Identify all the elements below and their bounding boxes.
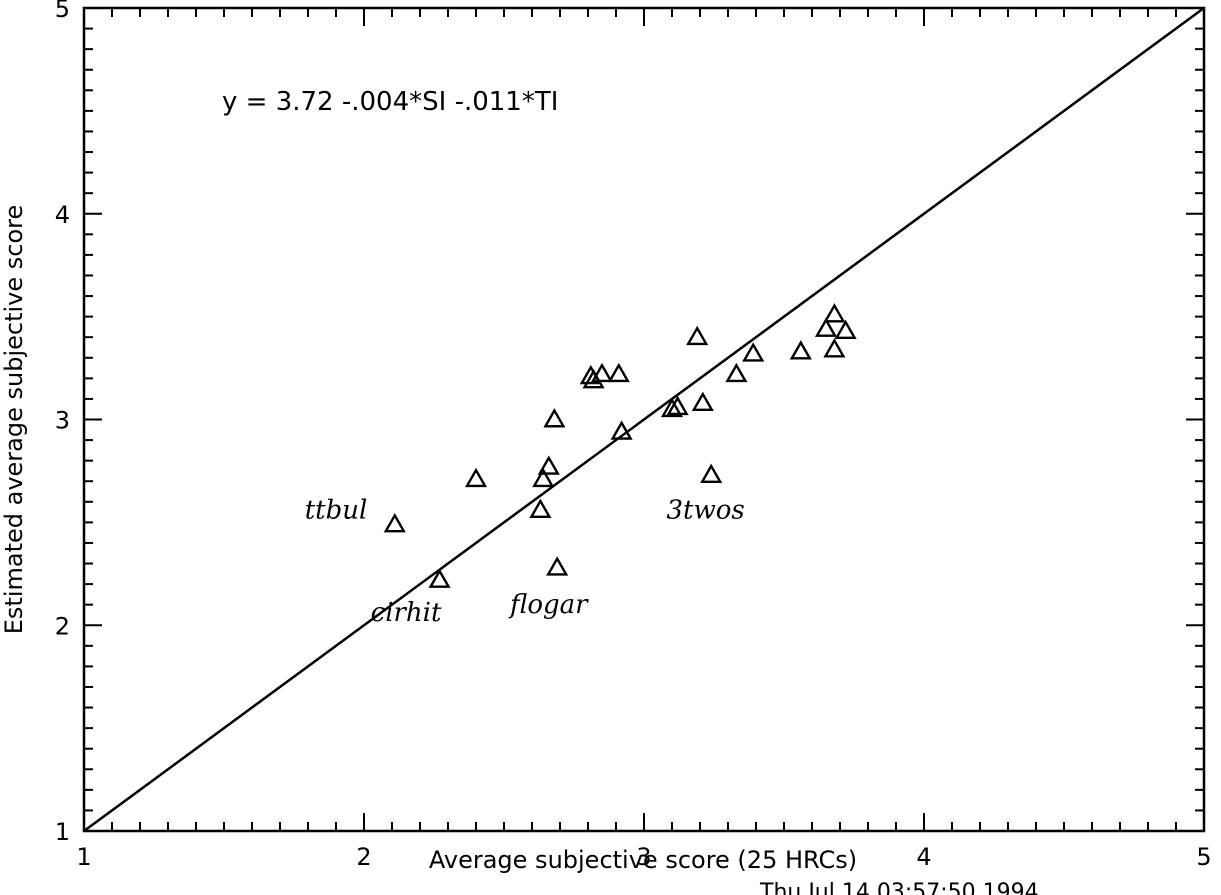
handwritten-annotations: ttbul cirhit flogar 3twos — [305, 495, 745, 628]
x-tick-label: 2 — [356, 843, 371, 871]
triangle-data-point — [537, 455, 560, 475]
y-tick-label: 2 — [55, 612, 70, 640]
handwritten-label: ttbul — [305, 495, 368, 525]
triangle-data-point — [543, 408, 566, 428]
triangle-data-point — [529, 498, 552, 518]
timestamp-footer: Thu Jul 14 03:57:50 1994 — [759, 880, 1039, 895]
axis-ticks — [83, 7, 1205, 832]
triangle-data-point — [607, 362, 630, 383]
triangle-data-point — [789, 340, 812, 360]
triangle-data-point — [823, 303, 846, 323]
triangle-data-point — [834, 319, 857, 339]
triangle-data-point — [610, 420, 633, 440]
triangle-data-point — [691, 391, 714, 411]
triangle-data-point — [660, 397, 684, 418]
regression-equation: y = 3.72 -.004*SI -.011*TI — [222, 87, 558, 117]
data-points — [383, 303, 857, 588]
triangle-data-point — [428, 568, 451, 588]
handwritten-label: 3twos — [666, 495, 744, 525]
triangle-data-point — [814, 317, 838, 337]
identity-reference-line — [83, 6, 1205, 833]
y-tick-label: 1 — [55, 818, 70, 846]
triangle-data-point — [725, 362, 748, 383]
triangle-data-point — [742, 342, 765, 362]
triangle-data-point — [546, 556, 569, 576]
x-tick-label: 1 — [76, 843, 91, 871]
triangle-data-point — [464, 467, 488, 488]
triangle-data-point — [383, 513, 406, 533]
triangle-data-point — [823, 338, 846, 358]
handwritten-label: flogar — [508, 590, 589, 620]
triangle-data-point — [686, 325, 709, 346]
x-tick-label: 3 — [636, 843, 651, 871]
triangle-data-point — [590, 362, 614, 383]
triangle-data-point — [700, 463, 723, 484]
x-axis-label: Average subjective score (25 HRCs) — [429, 846, 857, 874]
triangle-data-point — [666, 395, 689, 416]
y-axis-label: Estimated average subjective score — [0, 205, 28, 635]
y-tick-label: 4 — [55, 201, 70, 229]
x-tick-label: 4 — [916, 843, 931, 871]
triangle-data-point — [582, 368, 605, 389]
handwritten-label: cirhit — [371, 598, 442, 628]
x-tick-label: 5 — [1196, 843, 1211, 871]
y-tick-label: 5 — [55, 0, 70, 23]
triangle-data-point — [532, 467, 555, 488]
y-tick-label: 3 — [55, 407, 70, 435]
axis-tick-labels: 1 2 3 4 5 1 2 3 4 5 — [55, 0, 1212, 871]
